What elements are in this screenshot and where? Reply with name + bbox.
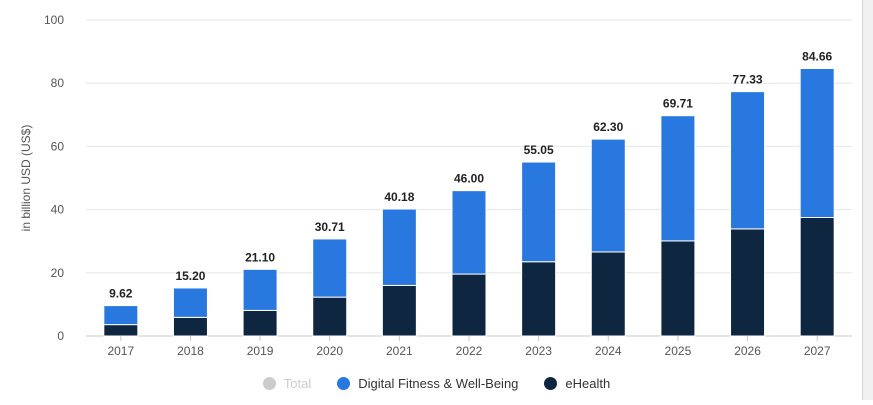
x-tick-label: 2019 — [247, 344, 274, 358]
legend-label-digital-fitness: Digital Fitness & Well-Being — [358, 375, 519, 391]
x-tick-label: 2020 — [316, 344, 343, 358]
data-label: 46.00 — [454, 172, 484, 186]
bar-segment — [451, 190, 487, 275]
data-label: 15.20 — [175, 269, 205, 283]
bar-segment — [103, 305, 139, 326]
x-tick-label: 2026 — [734, 344, 761, 358]
bar-segment — [521, 161, 557, 263]
y-tick-label: 80 — [51, 76, 65, 90]
data-label: 62.30 — [593, 120, 623, 134]
data-label: 69.71 — [663, 97, 693, 111]
bar-segment — [451, 273, 487, 337]
legend-item-total[interactable]: Total — [262, 375, 312, 391]
data-label: 77.33 — [733, 73, 763, 87]
bar-segment — [660, 240, 696, 337]
data-label: 9.62 — [109, 287, 133, 301]
x-tick-label: 2023 — [525, 344, 552, 358]
x-tick-label: 2018 — [177, 344, 204, 358]
bar-segment — [590, 138, 626, 253]
bar-segment — [312, 238, 348, 298]
y-tick-label: 100 — [44, 13, 64, 27]
x-tick-label: 2017 — [107, 344, 134, 358]
bar-segment — [172, 287, 208, 318]
legend: Total Digital Fitness & Well-Being eHeal… — [0, 372, 873, 394]
x-tick-label: 2024 — [595, 344, 622, 358]
y-tick-label: 20 — [51, 266, 65, 280]
y-tick-label: 0 — [57, 329, 64, 343]
bar-segment — [799, 217, 835, 337]
scrollbar-edge — [862, 0, 873, 400]
bar-segment — [242, 268, 278, 311]
legend-item-ehealth[interactable]: eHealth — [544, 376, 610, 391]
data-label: 84.66 — [802, 49, 832, 63]
y-tick-label: 60 — [51, 139, 65, 153]
bar-segment — [660, 115, 696, 242]
bar-segment — [172, 316, 208, 337]
bar-segment — [730, 228, 766, 337]
x-tick-label: 2027 — [804, 344, 831, 358]
bar-segment — [103, 324, 139, 337]
bar-segment — [312, 296, 348, 337]
legend-label-ehealth: eHealth — [565, 375, 611, 391]
y-tick-label: 40 — [51, 203, 65, 217]
legend-dot-ehealth — [544, 376, 558, 390]
bar-segment — [521, 261, 557, 337]
legend-dot-total — [262, 376, 276, 390]
data-label: 30.71 — [315, 220, 345, 234]
legend-item-digital-fitness[interactable]: Digital Fitness & Well-Being — [337, 376, 518, 391]
x-tick-label: 2021 — [386, 344, 413, 358]
x-tick-label: 2022 — [456, 344, 483, 358]
data-label: 21.10 — [245, 250, 275, 264]
x-tick-label: 2025 — [665, 344, 692, 358]
bar-segment — [799, 67, 835, 219]
bar-segment — [590, 251, 626, 337]
y-axis-title: in billion USD (US$) — [19, 125, 33, 232]
bar-segment — [242, 309, 278, 337]
bar-segment — [730, 91, 766, 230]
bar-segment — [381, 208, 417, 286]
legend-dot-digital-fitness — [337, 376, 351, 390]
data-label: 40.18 — [384, 190, 414, 204]
data-label: 55.05 — [524, 143, 554, 157]
legend-label-total: Total — [283, 375, 312, 391]
bar-segment — [381, 284, 417, 337]
